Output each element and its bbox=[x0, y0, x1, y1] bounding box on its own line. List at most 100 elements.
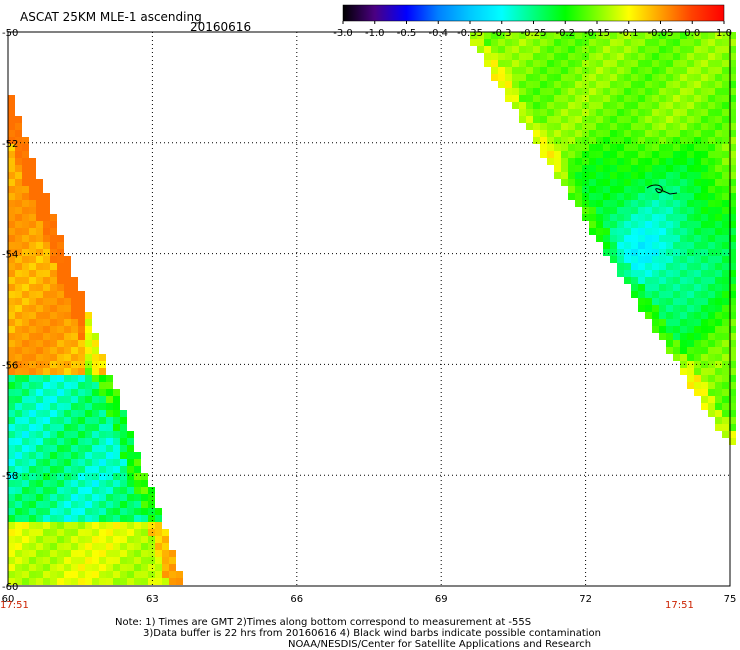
heat-cell bbox=[71, 361, 78, 368]
heat-cell bbox=[127, 438, 134, 445]
heat-cell bbox=[631, 32, 638, 39]
heat-cell bbox=[554, 165, 561, 172]
heat-cell bbox=[127, 522, 134, 529]
heat-cell bbox=[729, 102, 736, 109]
heat-cell bbox=[652, 305, 659, 312]
heat-cell bbox=[694, 361, 701, 368]
heat-cell bbox=[71, 445, 78, 452]
heat-cell bbox=[50, 466, 57, 473]
heat-cell bbox=[64, 494, 71, 501]
heat-cell bbox=[57, 249, 64, 256]
heat-cell bbox=[36, 312, 43, 319]
heat-cell bbox=[99, 578, 106, 585]
heat-cell bbox=[477, 39, 484, 46]
heat-cell bbox=[659, 305, 666, 312]
heat-cell bbox=[22, 151, 29, 158]
heat-cell bbox=[575, 32, 582, 39]
heat-cell bbox=[610, 95, 617, 102]
heat-cell bbox=[8, 291, 15, 298]
heat-cell bbox=[673, 263, 680, 270]
heat-cell bbox=[92, 403, 99, 410]
heat-cell bbox=[680, 305, 687, 312]
heat-cell bbox=[106, 522, 113, 529]
heat-cell bbox=[43, 249, 50, 256]
heat-cell bbox=[78, 403, 85, 410]
heat-cell bbox=[155, 515, 162, 522]
heat-cell bbox=[540, 151, 547, 158]
heat-cell bbox=[71, 452, 78, 459]
heat-cell bbox=[624, 130, 631, 137]
heat-cell bbox=[729, 347, 736, 354]
heat-cell bbox=[680, 151, 687, 158]
heat-cell bbox=[715, 172, 722, 179]
heat-cell bbox=[29, 305, 36, 312]
heat-cell bbox=[15, 151, 22, 158]
heat-cell bbox=[715, 32, 722, 39]
heat-cell bbox=[29, 396, 36, 403]
heat-cell bbox=[673, 298, 680, 305]
heat-cell bbox=[596, 165, 603, 172]
heat-cell bbox=[29, 501, 36, 508]
heat-cell bbox=[652, 46, 659, 53]
heat-cell bbox=[708, 249, 715, 256]
heat-cell bbox=[568, 151, 575, 158]
heat-cell bbox=[624, 277, 631, 284]
heat-cell bbox=[596, 39, 603, 46]
heat-cell bbox=[148, 487, 155, 494]
heat-cell bbox=[722, 53, 729, 60]
heat-cell bbox=[78, 319, 85, 326]
heat-cell bbox=[617, 214, 624, 221]
heat-cell bbox=[8, 95, 15, 102]
heat-cell bbox=[694, 319, 701, 326]
heat-cell bbox=[43, 333, 50, 340]
heat-cell bbox=[617, 53, 624, 60]
heat-cell bbox=[652, 291, 659, 298]
heat-cell bbox=[120, 445, 127, 452]
y-tick-label: -50 bbox=[2, 28, 18, 39]
heat-cell bbox=[589, 130, 596, 137]
heat-cell bbox=[603, 221, 610, 228]
heat-cell bbox=[498, 53, 505, 60]
heat-cell bbox=[694, 368, 701, 375]
heat-cell bbox=[722, 361, 729, 368]
heat-cell bbox=[596, 137, 603, 144]
heat-cell bbox=[29, 277, 36, 284]
heat-cell bbox=[680, 333, 687, 340]
heat-cell bbox=[701, 109, 708, 116]
heat-cell bbox=[715, 116, 722, 123]
heat-cell bbox=[603, 116, 610, 123]
heat-cell bbox=[8, 543, 15, 550]
heat-cell bbox=[575, 74, 582, 81]
heat-cell bbox=[701, 263, 708, 270]
heat-cell bbox=[50, 319, 57, 326]
heat-cell bbox=[99, 466, 106, 473]
heat-cell bbox=[568, 186, 575, 193]
heat-cell bbox=[603, 60, 610, 67]
heat-cell bbox=[106, 375, 113, 382]
heat-cell bbox=[617, 32, 624, 39]
heat-cell bbox=[36, 445, 43, 452]
heat-cell bbox=[50, 277, 57, 284]
heat-cell bbox=[694, 172, 701, 179]
heat-cell bbox=[582, 172, 589, 179]
heat-cell bbox=[673, 326, 680, 333]
heat-cell bbox=[64, 459, 71, 466]
heat-cell bbox=[8, 452, 15, 459]
heat-cell bbox=[687, 158, 694, 165]
heat-cell bbox=[645, 207, 652, 214]
heat-cell bbox=[673, 305, 680, 312]
heat-cell bbox=[64, 445, 71, 452]
heat-cell bbox=[638, 130, 645, 137]
heat-cell bbox=[22, 424, 29, 431]
heat-cell bbox=[120, 543, 127, 550]
heat-cell bbox=[617, 165, 624, 172]
heat-cell bbox=[701, 67, 708, 74]
heat-cell bbox=[554, 53, 561, 60]
heat-cell bbox=[15, 277, 22, 284]
heat-cell bbox=[659, 109, 666, 116]
heat-cell bbox=[505, 60, 512, 67]
heat-cell bbox=[659, 263, 666, 270]
heat-cell bbox=[113, 494, 120, 501]
heat-cell bbox=[78, 361, 85, 368]
heat-cell bbox=[22, 543, 29, 550]
